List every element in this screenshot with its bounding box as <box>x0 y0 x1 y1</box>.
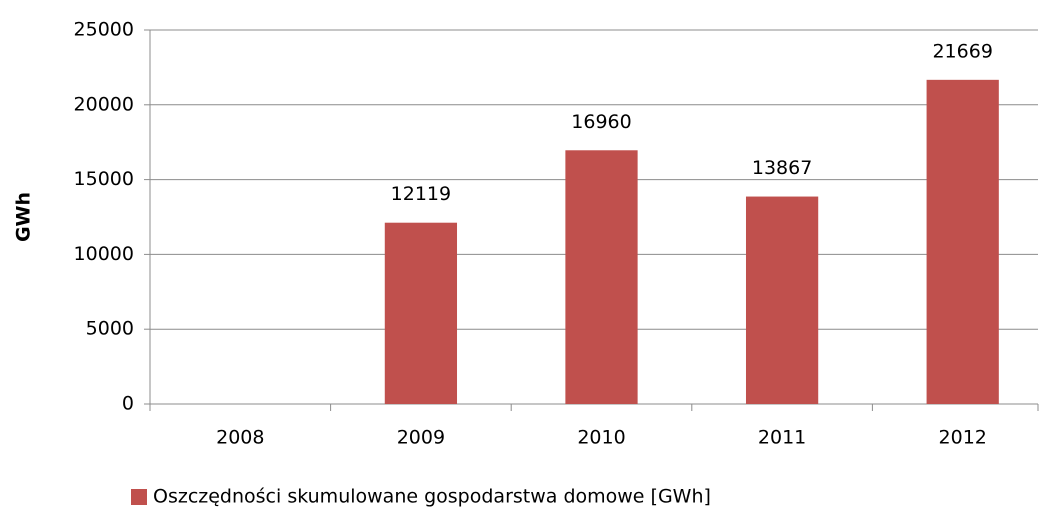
data-label: 21669 <box>932 40 992 62</box>
y-tick-label: 25000 <box>74 19 134 41</box>
bar <box>926 79 999 404</box>
y-tick-label: 10000 <box>74 243 134 265</box>
x-tick-label: 2011 <box>758 427 806 449</box>
bar <box>565 150 638 404</box>
bar <box>745 196 819 404</box>
data-label: 12119 <box>391 183 451 205</box>
legend-swatch <box>131 489 147 505</box>
y-axis-label: GWh <box>13 192 35 242</box>
y-tick-label: 5000 <box>86 318 134 340</box>
y-tick-label: 20000 <box>74 93 134 115</box>
x-tick-label: 2008 <box>216 427 264 449</box>
bar <box>384 222 458 404</box>
legend-label: Oszczędności skumulowane gospodarstwa do… <box>153 486 711 508</box>
x-tick-label: 2009 <box>397 427 445 449</box>
x-tick-label: 2010 <box>577 427 625 449</box>
data-label: 13867 <box>752 157 812 179</box>
x-tick-label: 2012 <box>939 427 987 449</box>
y-tick-label: 0 <box>122 393 134 415</box>
data-label: 16960 <box>571 111 631 133</box>
y-tick-label: 15000 <box>74 168 134 190</box>
